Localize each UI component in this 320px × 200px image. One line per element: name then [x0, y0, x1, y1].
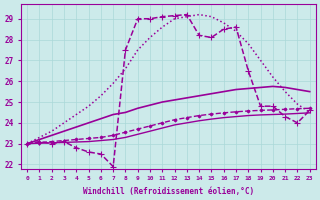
X-axis label: Windchill (Refroidissement éolien,°C): Windchill (Refroidissement éolien,°C): [83, 187, 254, 196]
